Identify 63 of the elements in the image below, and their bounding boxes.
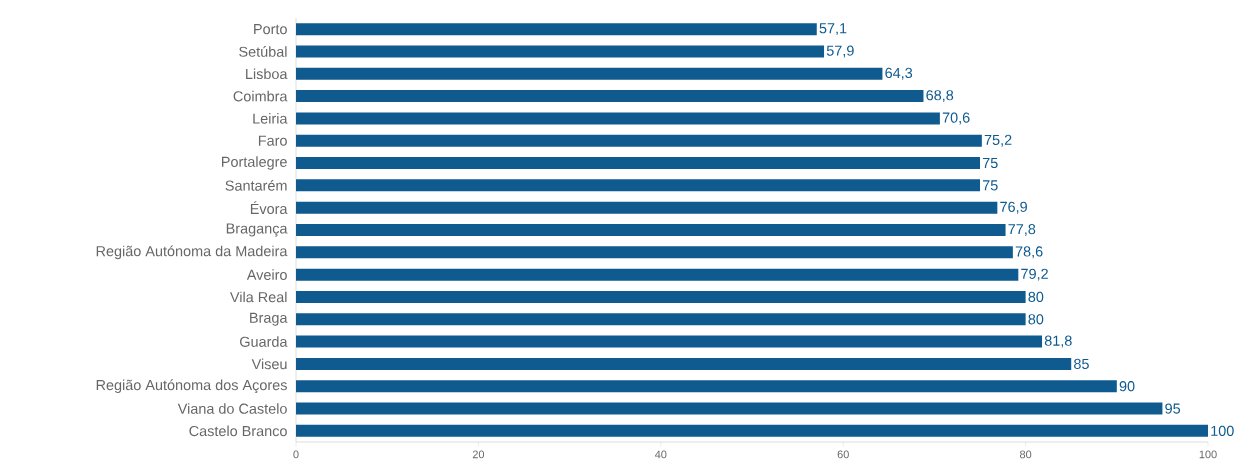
data-label: 78,6: [1015, 246, 1043, 259]
bar: [296, 402, 1163, 415]
bar: [296, 224, 1006, 236]
data-label: 90: [1119, 381, 1135, 392]
y-tick-label: Portalegre: [222, 156, 287, 170]
data-label: 95: [1165, 403, 1181, 414]
data-label: 81,8: [1044, 335, 1072, 348]
y-tick-label: Região Autónoma dos Açores: [96, 379, 287, 394]
data-label: 79,2: [1021, 268, 1048, 281]
x-tick-label: 40: [654, 450, 667, 459]
data-label: 64,3: [885, 67, 913, 80]
bar: [296, 424, 1209, 437]
y-tick-label: Braga: [250, 312, 288, 326]
y-tick-label: Vila Real: [229, 291, 287, 303]
bar: [296, 246, 1013, 259]
bar: [296, 201, 998, 214]
bar: [296, 313, 1026, 326]
y-tick-label: Bragança: [226, 223, 288, 237]
y-tick-label: Porto: [254, 24, 287, 35]
bar: [296, 134, 982, 147]
x-tick-label: 80: [1019, 450, 1032, 459]
x-tick-label: 60: [837, 450, 849, 459]
data-label: 75: [982, 180, 998, 191]
data-label: 76,9: [1000, 201, 1027, 214]
x-tick-label: 100: [1199, 450, 1217, 459]
bar: [296, 380, 1117, 393]
y-tick-label: Leiria: [253, 113, 288, 124]
data-label: 57,1: [819, 23, 847, 36]
y-tick-label: Viseu: [251, 358, 287, 370]
bar: [296, 268, 1019, 281]
x-tick-label: 0: [293, 450, 299, 459]
y-tick-label: Santarém: [225, 179, 287, 191]
y-tick-label: Região Autónoma da Madeira: [96, 245, 288, 260]
data-label: 100: [1211, 425, 1234, 436]
data-label: 57,9: [826, 45, 854, 58]
bar: [296, 357, 1072, 370]
y-tick-label: Coimbra: [233, 90, 288, 102]
bar: [296, 112, 940, 125]
bar: [296, 90, 924, 103]
y-tick-label: Aveiro: [246, 269, 287, 280]
data-label: 70,6: [942, 112, 970, 125]
data-label: 75: [982, 158, 998, 169]
x-tick-label: 20: [472, 450, 485, 459]
y-tick-label: Faro: [258, 135, 287, 146]
y-tick-label: Évora: [250, 201, 288, 215]
bar: [296, 290, 1026, 303]
data-label: 75,2: [984, 134, 1012, 147]
bar: [296, 335, 1043, 348]
bar: [296, 45, 825, 58]
y-tick-label: Viana do Castelo: [177, 403, 287, 414]
bar: [296, 67, 883, 80]
data-label: 68,8: [926, 90, 954, 103]
data-label: 77,8: [1008, 224, 1036, 236]
y-tick-label: Lisboa: [246, 68, 288, 80]
data-label: 80: [1028, 314, 1044, 325]
bar: [296, 157, 981, 170]
y-tick-label: Setúbal: [239, 46, 287, 57]
y-tick-label: Guarda: [240, 336, 288, 347]
bar: [296, 179, 981, 192]
data-label: 85: [1074, 358, 1089, 370]
y-tick-label: Castelo Branco: [189, 425, 287, 437]
bar: [296, 23, 817, 36]
data-label: 80: [1028, 291, 1044, 303]
